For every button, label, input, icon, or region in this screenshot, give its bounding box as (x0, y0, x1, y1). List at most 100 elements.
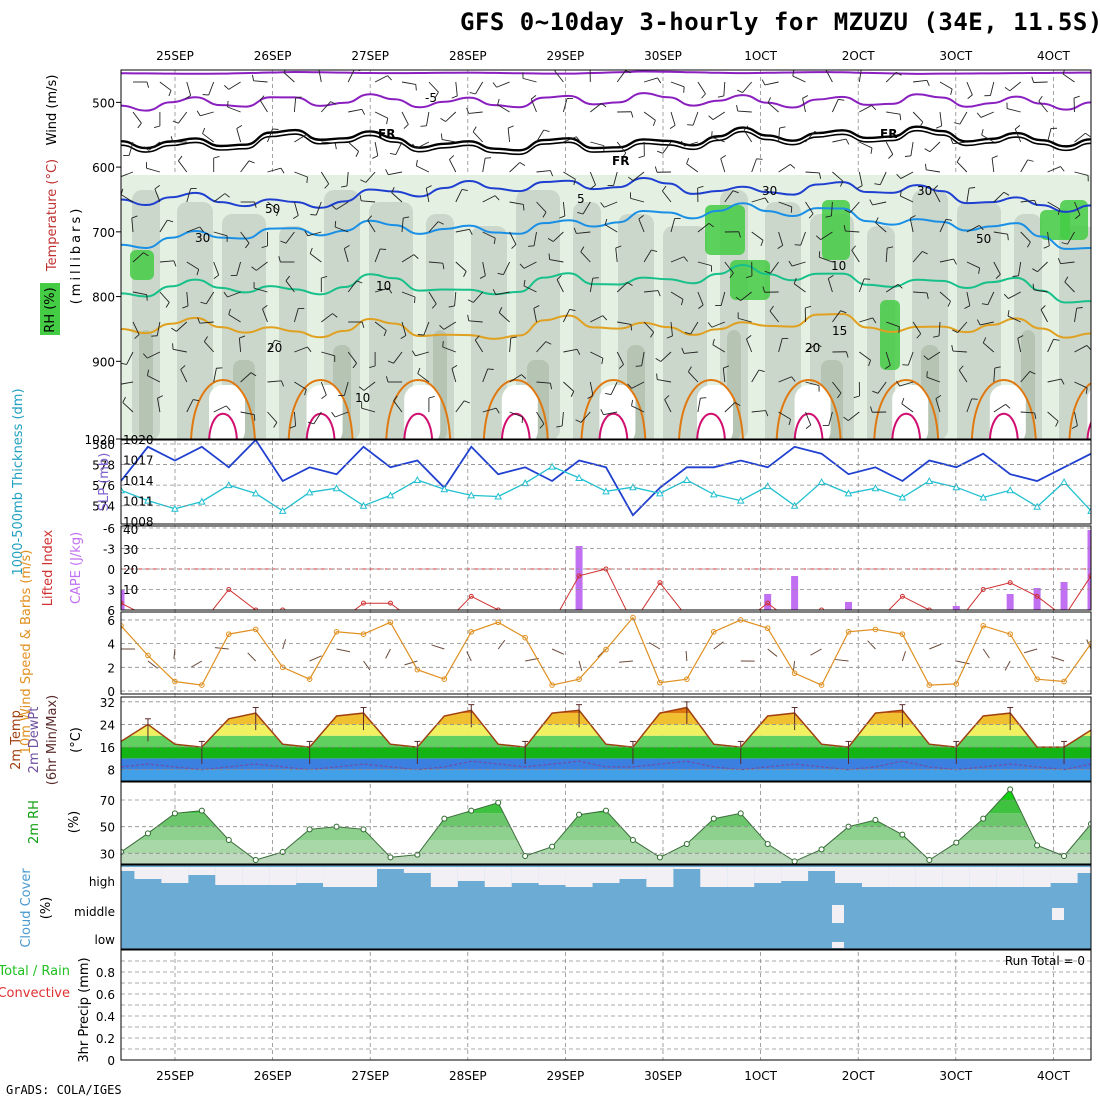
wind-barb (989, 81, 995, 96)
wind-barb (1051, 656, 1065, 662)
isotherm-30 (500, 412, 531, 439)
wind-barb (814, 131, 821, 135)
wind-barb (563, 136, 577, 143)
wind-barb (403, 216, 410, 219)
wind-barb (966, 291, 971, 306)
wind-barb (959, 111, 968, 125)
y-axis-label: (millibars) (69, 206, 84, 305)
rh-marker (171, 810, 178, 817)
wind-barb (734, 402, 741, 406)
wind-barb (131, 215, 138, 219)
wind-barb (652, 120, 656, 127)
wind-barb (202, 94, 209, 96)
lifted-index-marker (793, 622, 797, 626)
wind-barb (157, 395, 164, 399)
wind-barb (845, 230, 860, 233)
wind-barb (319, 66, 324, 69)
wind-barb (442, 340, 444, 348)
wind-barb (143, 146, 149, 151)
wind-barb (885, 71, 897, 83)
wind-barb (292, 215, 299, 219)
thickness-marker (763, 482, 772, 490)
wind-barb (180, 365, 186, 370)
wind-barb (131, 218, 134, 233)
wind-barb (792, 70, 795, 77)
wind-barb (236, 261, 242, 276)
wind-barb (950, 88, 953, 95)
wind-barb (600, 202, 605, 208)
wind-barb (837, 392, 842, 399)
wind-barb (980, 111, 994, 118)
wind-speed-marker (252, 626, 259, 633)
wind-barb (910, 141, 914, 156)
wind-barb (276, 210, 280, 217)
wind-barb (792, 75, 806, 83)
y-tick-label: 700 (92, 226, 115, 240)
wind-barb (631, 405, 645, 413)
y-axis-label: 1000-500mb Thickness (dm) (11, 388, 26, 575)
wind-barb (851, 245, 856, 251)
cloud-gap (915, 867, 943, 887)
wind-barb (334, 143, 337, 150)
wind-barb (615, 248, 618, 263)
wind-barb (875, 222, 887, 233)
wind-barb (497, 273, 504, 276)
side-label-rh: RH (%) (43, 287, 58, 332)
wind-barb (533, 231, 537, 246)
wind-barb (900, 171, 914, 179)
wind-barb (467, 299, 474, 303)
y-axis-label: 3hr Precip (mm) (77, 957, 92, 1062)
wind-barb (469, 229, 473, 235)
isotherm-25 (385, 379, 452, 439)
isotherm-25 (775, 379, 842, 439)
wind-barb (1047, 411, 1059, 422)
rh-marker (1007, 786, 1014, 793)
wind-barb (559, 215, 566, 219)
wind-barb (401, 111, 409, 125)
y-tick-label: high (89, 875, 115, 889)
wind-barb (374, 321, 387, 331)
wind-barb (509, 231, 517, 245)
wind-speed-marker (845, 628, 852, 635)
wind-speed-marker (603, 646, 609, 653)
wind-barb (729, 272, 734, 279)
thickness-marker (817, 478, 826, 486)
wind-barb (830, 201, 833, 216)
isotherm-20 (121, 312, 1091, 340)
wind-barb (289, 425, 296, 429)
wind-barb (635, 365, 642, 367)
slp-frame (120, 439, 1092, 525)
wind-barb (294, 346, 308, 353)
wind-barb (681, 347, 685, 354)
wind-barb (901, 651, 907, 662)
cloud-gap (538, 867, 566, 885)
wind-barb (295, 96, 302, 99)
wind-barb (523, 285, 537, 293)
x-tick-top: 2OCT (842, 49, 875, 63)
wind-barb (522, 204, 525, 211)
wind-barb (831, 99, 839, 113)
wind-barb (604, 201, 618, 208)
wind-barb (344, 245, 350, 249)
wind-barb (132, 252, 144, 263)
y-tick-label: 0.8 (96, 966, 115, 980)
wind-barb (1086, 345, 1091, 351)
y-tick-label: 6 (107, 614, 115, 628)
rh-marker (737, 810, 744, 817)
wind-barb (843, 416, 849, 421)
wind-barb (1047, 339, 1054, 353)
lifted-index-marker (442, 622, 446, 626)
y-tick-label: 0.4 (96, 1010, 115, 1024)
wind-barb (805, 411, 812, 426)
wind-barb (627, 383, 632, 389)
wind-speed-marker (495, 619, 502, 626)
wind-barb (320, 101, 332, 113)
wind-barb (1067, 231, 1075, 245)
wind-barb (605, 393, 612, 396)
wind-barb (680, 140, 685, 147)
y-tick-label: 32 (100, 696, 115, 710)
wind-barb (638, 155, 645, 159)
wind-barb (832, 138, 847, 143)
wind-barb (404, 660, 418, 666)
